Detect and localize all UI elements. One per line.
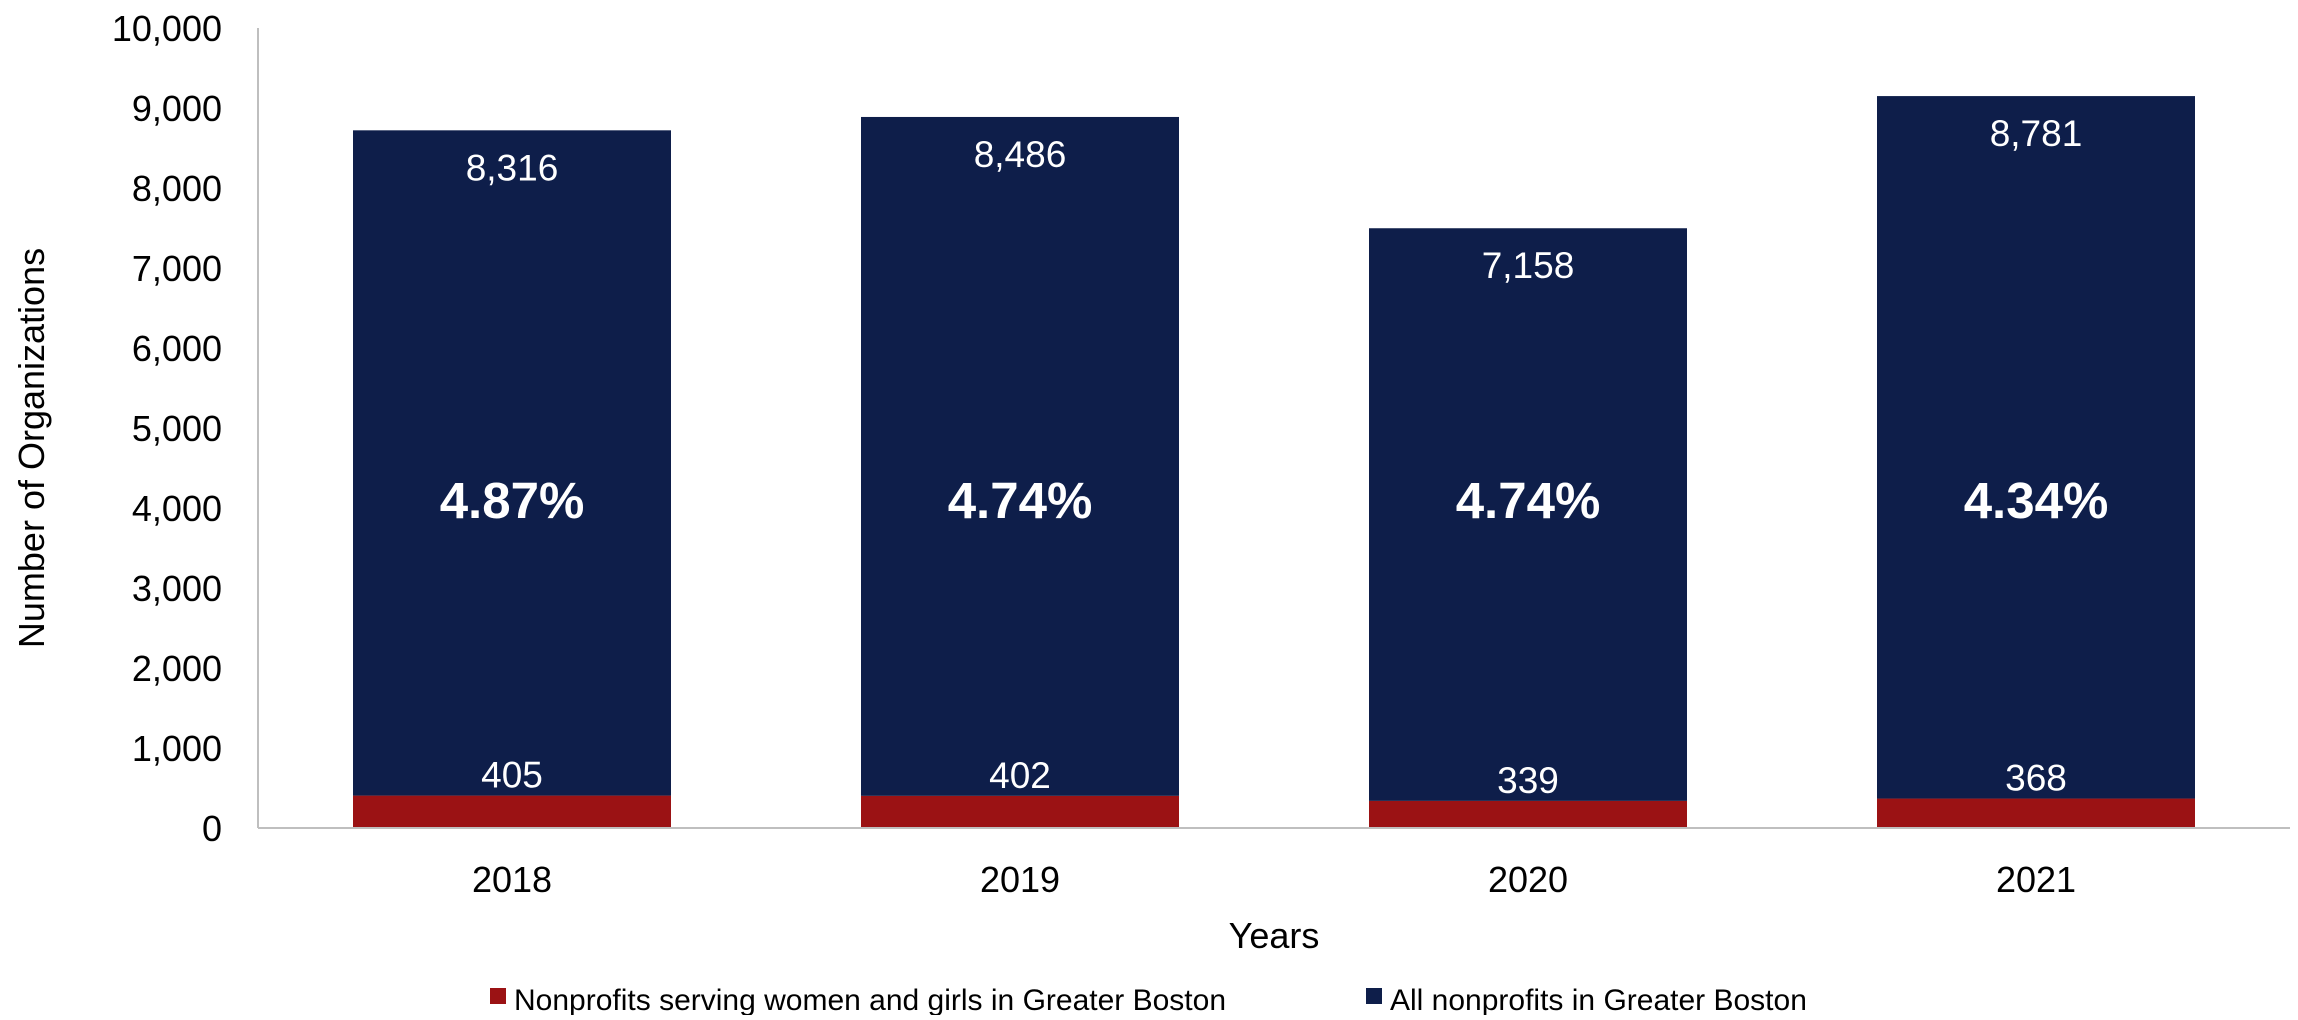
bar-segment-women-girls — [1369, 800, 1687, 828]
data-label-women-girls: 405 — [481, 755, 543, 796]
data-label-women-girls: 402 — [989, 755, 1051, 796]
x-axis-ticks: 2018 2019 2020 2021 — [472, 859, 2076, 900]
bar-segment-women-girls — [861, 795, 1179, 828]
bar-segment-all-nonprofits — [861, 116, 1179, 796]
y-tick-label: 8,000 — [132, 168, 222, 209]
percent-label: 4.74% — [1456, 472, 1601, 529]
y-tick-label: 9,000 — [132, 88, 222, 129]
data-label-all-nonprofits: 8,486 — [974, 134, 1067, 175]
y-tick-label: 0 — [202, 808, 222, 849]
legend: Nonprofits serving women and girls in Gr… — [490, 984, 1807, 1017]
x-tick-label: 2020 — [1488, 859, 1568, 900]
legend-label: All nonprofits in Greater Boston — [1390, 984, 1807, 1015]
legend-swatch — [490, 988, 506, 1004]
data-label-women-girls: 368 — [2005, 758, 2067, 799]
percent-label: 4.87% — [440, 472, 585, 529]
data-label-women-girls: 339 — [1497, 760, 1559, 801]
bar-segment-women-girls — [353, 795, 671, 828]
y-tick-label: 2,000 — [132, 648, 222, 689]
legend-swatch — [1366, 988, 1382, 1004]
y-tick-label: 4,000 — [132, 488, 222, 529]
x-tick-label: 2021 — [1996, 859, 2076, 900]
y-tick-label: 7,000 — [132, 248, 222, 289]
y-tick-label: 3,000 — [132, 568, 222, 609]
legend-label: Nonprofits serving women and girls in Gr… — [514, 984, 1226, 1015]
y-tick-label: 10,000 — [112, 8, 222, 49]
bar-segment-all-nonprofits — [353, 130, 671, 796]
y-axis-ticks: 0 1,000 2,000 3,000 4,000 5,000 6,000 7,000 8,00… — [112, 8, 222, 849]
value-labels: 8,316 405 4.87% 8,486 402 4.74% 7,158 339 4.74% 8… — [440, 113, 2109, 801]
percent-label: 4.74% — [948, 472, 1093, 529]
data-label-all-nonprofits: 7,158 — [1482, 245, 1575, 286]
data-label-all-nonprofits: 8,316 — [466, 147, 559, 188]
bars — [353, 96, 2195, 828]
x-tick-label: 2018 — [472, 859, 552, 900]
y-tick-label: 6,000 — [132, 328, 222, 369]
data-label-all-nonprofits: 8,781 — [1990, 113, 2083, 154]
x-tick-label: 2019 — [980, 859, 1060, 900]
y-tick-label: 1,000 — [132, 728, 222, 769]
bar-segment-all-nonprofits — [1369, 228, 1687, 801]
percent-label: 4.34% — [1964, 472, 2109, 529]
bar-segment-all-nonprofits — [1877, 96, 2195, 799]
bar-segment-women-girls — [1877, 798, 2195, 828]
y-axis-title: Number of Organizations — [11, 248, 52, 648]
y-tick-label: 5,000 — [132, 408, 222, 449]
x-axis-title: Years — [1229, 915, 1320, 956]
